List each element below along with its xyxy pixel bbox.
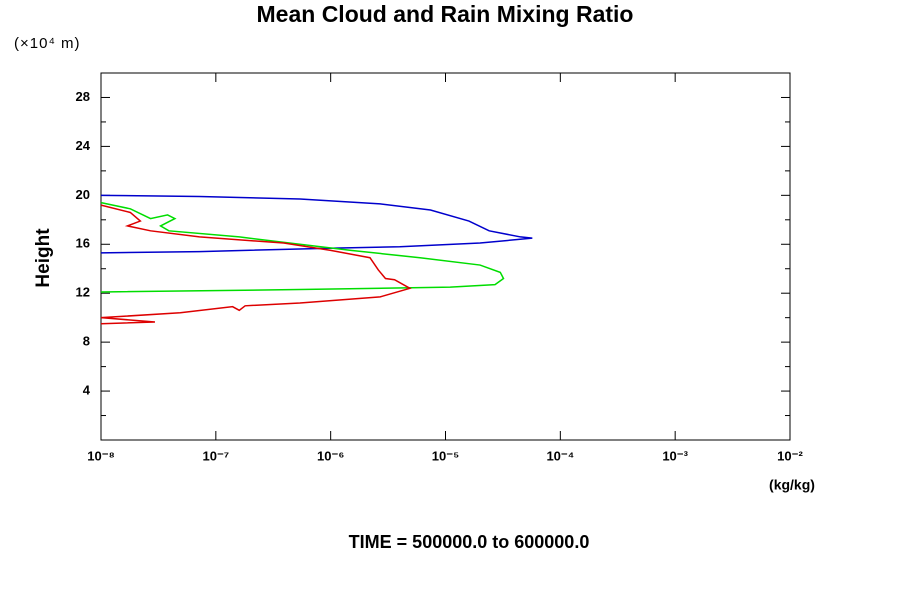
x-tick-label: 10⁻⁵	[432, 448, 459, 463]
x-tick-label: 10⁻⁸	[87, 448, 114, 463]
y-axis-label: Height	[33, 228, 54, 288]
y-tick-label: 20	[76, 187, 90, 202]
data-line	[100, 201, 505, 293]
y-unit: (×10⁴ m)	[14, 35, 81, 52]
x-tick-label: 10⁻⁶	[317, 448, 344, 463]
data-line	[100, 194, 533, 254]
y-tick-label: 12	[76, 285, 90, 300]
x-tick-label: 10⁻³	[662, 448, 688, 463]
plot-frame	[100, 72, 791, 441]
y-tick-label: 24	[76, 138, 91, 153]
data-line	[100, 204, 412, 325]
y-tick-label: 4	[83, 383, 91, 398]
x-axis-label: (kg/kg)	[769, 477, 815, 493]
y-tick-label: 16	[76, 236, 90, 251]
x-tick-label: 10⁻²	[777, 448, 803, 463]
x-tick-label: 10⁻⁴	[546, 448, 574, 463]
subtitle: TIME = 500000.0 to 600000.0	[349, 532, 590, 552]
x-tick-label: 10⁻⁷	[202, 448, 229, 463]
chart-title: Mean Cloud and Rain Mixing Ratio	[257, 1, 634, 27]
y-tick-label: 28	[76, 89, 90, 104]
y-tick-label: 8	[83, 334, 90, 349]
